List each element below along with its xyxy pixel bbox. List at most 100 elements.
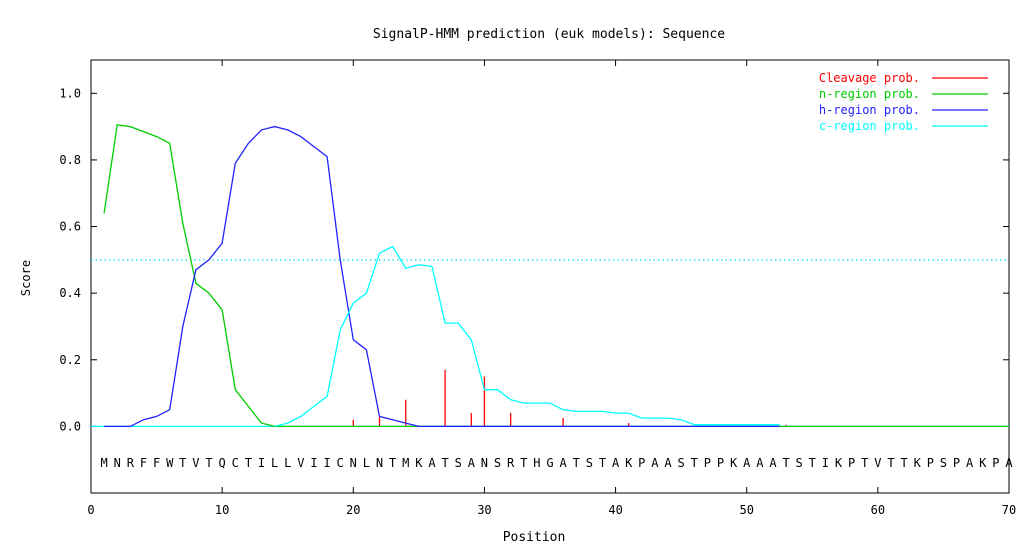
sequence-residue: T <box>782 456 789 470</box>
x-tick-label: 70 <box>1002 503 1016 517</box>
sequence-residue: T <box>179 456 186 470</box>
sequence-residue: C <box>337 456 344 470</box>
sequence-residue: T <box>887 456 894 470</box>
x-tick-label: 60 <box>871 503 885 517</box>
plot-area <box>90 59 1010 494</box>
y-tick-label: 1.0 <box>59 86 81 100</box>
y-tick-label: 0.0 <box>59 419 81 433</box>
sequence-residue: T <box>245 456 252 470</box>
sequence-residue: A <box>664 456 672 470</box>
sequence-residue: P <box>704 456 711 470</box>
sequence-residue: F <box>140 456 147 470</box>
sequence-residue: L <box>363 456 370 470</box>
sequence-residue: A <box>651 456 659 470</box>
sequence-residue: I <box>258 456 265 470</box>
sequence-residue: K <box>835 456 843 470</box>
series-line-h-region <box>104 125 780 428</box>
sequence-residue: K <box>415 456 423 470</box>
sequence-residue: C <box>232 456 239 470</box>
sequence-residue: T <box>900 456 907 470</box>
sequence-residue: S <box>940 456 947 470</box>
chart-title: SignalP-HMM prediction (euk models): Seq… <box>373 27 725 42</box>
sequence-residue: P <box>992 456 999 470</box>
sequence-residue: A <box>743 456 751 470</box>
series-line-c-region <box>274 245 780 428</box>
sequence-residue: I <box>822 456 829 470</box>
sequence-residue: T <box>861 456 868 470</box>
sequence-residue: I <box>310 456 317 470</box>
sequence-residue: T <box>691 456 698 470</box>
sequence-residue: R <box>507 456 515 470</box>
x-tick-label: 50 <box>739 503 753 517</box>
y-tick-label: 0.2 <box>59 353 81 367</box>
sequence-residue: N <box>376 456 383 470</box>
legend-label: n-region prob. <box>819 87 920 101</box>
sequence-residue: S <box>586 456 593 470</box>
sequence-residue: K <box>914 456 922 470</box>
sequence-residue: Q <box>219 456 226 470</box>
sequence-residue: T <box>441 456 448 470</box>
sequence-residue: S <box>455 456 462 470</box>
sequence-residue: T <box>809 456 816 470</box>
sequence-residue: P <box>953 456 960 470</box>
y-tick-label: 0.6 <box>59 220 81 234</box>
sequence-residue: F <box>153 456 160 470</box>
x-tick-label: 10 <box>215 503 229 517</box>
sequence-residue: P <box>848 456 855 470</box>
sequence-residue: T <box>205 456 212 470</box>
y-tick-label: 0.4 <box>59 286 81 300</box>
sequence-residue: T <box>573 456 580 470</box>
sequence-residue: V <box>192 456 199 470</box>
x-tick-label: 0 <box>87 503 94 517</box>
x-tick-label: 20 <box>346 503 360 517</box>
sequence-residue: L <box>284 456 291 470</box>
sequence-residue: R <box>127 456 135 470</box>
sequence-residue: A <box>612 456 620 470</box>
legend-label: c-region prob. <box>819 119 920 133</box>
sequence-residue: K <box>625 456 633 470</box>
sequence-residue: P <box>717 456 724 470</box>
sequence-residue: A <box>428 456 436 470</box>
sequence-residue: L <box>271 456 278 470</box>
sequence-residue: S <box>494 456 501 470</box>
sequence-residue: N <box>481 456 488 470</box>
sequence-residue: S <box>796 456 803 470</box>
sequence-residue: M <box>100 456 107 470</box>
y-axis-label: Score <box>19 260 33 296</box>
sequence-residue: S <box>678 456 685 470</box>
legend: Cleavage prob. n-region prob. h-region pro… <box>819 71 988 133</box>
legend-label: Cleavage prob. <box>819 71 920 85</box>
sequence-residue: A <box>769 456 777 470</box>
sequence-residue: V <box>297 456 304 470</box>
sequence-residue: M <box>402 456 409 470</box>
sequence-residue: W <box>166 456 174 470</box>
sequence-residue: P <box>927 456 934 470</box>
sequence-residue: T <box>520 456 527 470</box>
legend-label: h-region prob. <box>819 103 920 117</box>
sequence-residue: V <box>874 456 881 470</box>
sequence-residue: A <box>468 456 476 470</box>
sequence-residue: G <box>546 456 553 470</box>
sequence-residue: A <box>756 456 764 470</box>
y-tick-label: 0.8 <box>59 153 81 167</box>
sequence-residue: N <box>114 456 121 470</box>
x-tick-label: 40 <box>608 503 622 517</box>
sequence-residue: T <box>599 456 606 470</box>
x-axis-label: Position <box>503 530 566 545</box>
sequence-residue: A <box>1005 456 1013 470</box>
sequence-residue: A <box>966 456 974 470</box>
sequence-residue: P <box>638 456 645 470</box>
sequence-residue: I <box>323 456 330 470</box>
sequence-residue: A <box>559 456 567 470</box>
sequence-residue: K <box>730 456 738 470</box>
series-group <box>103 124 1009 428</box>
sequence-residue: N <box>350 456 357 470</box>
x-tick-label: 30 <box>477 503 491 517</box>
axis-ticks: 0 10 20 30 40 50 60 70 0.0 0.2 0.4 0.6 0.8 1.0 <box>59 60 1016 517</box>
sequence-residue: K <box>979 456 987 470</box>
sequence-residue: T <box>389 456 396 470</box>
sequence-residue: H <box>533 456 540 470</box>
